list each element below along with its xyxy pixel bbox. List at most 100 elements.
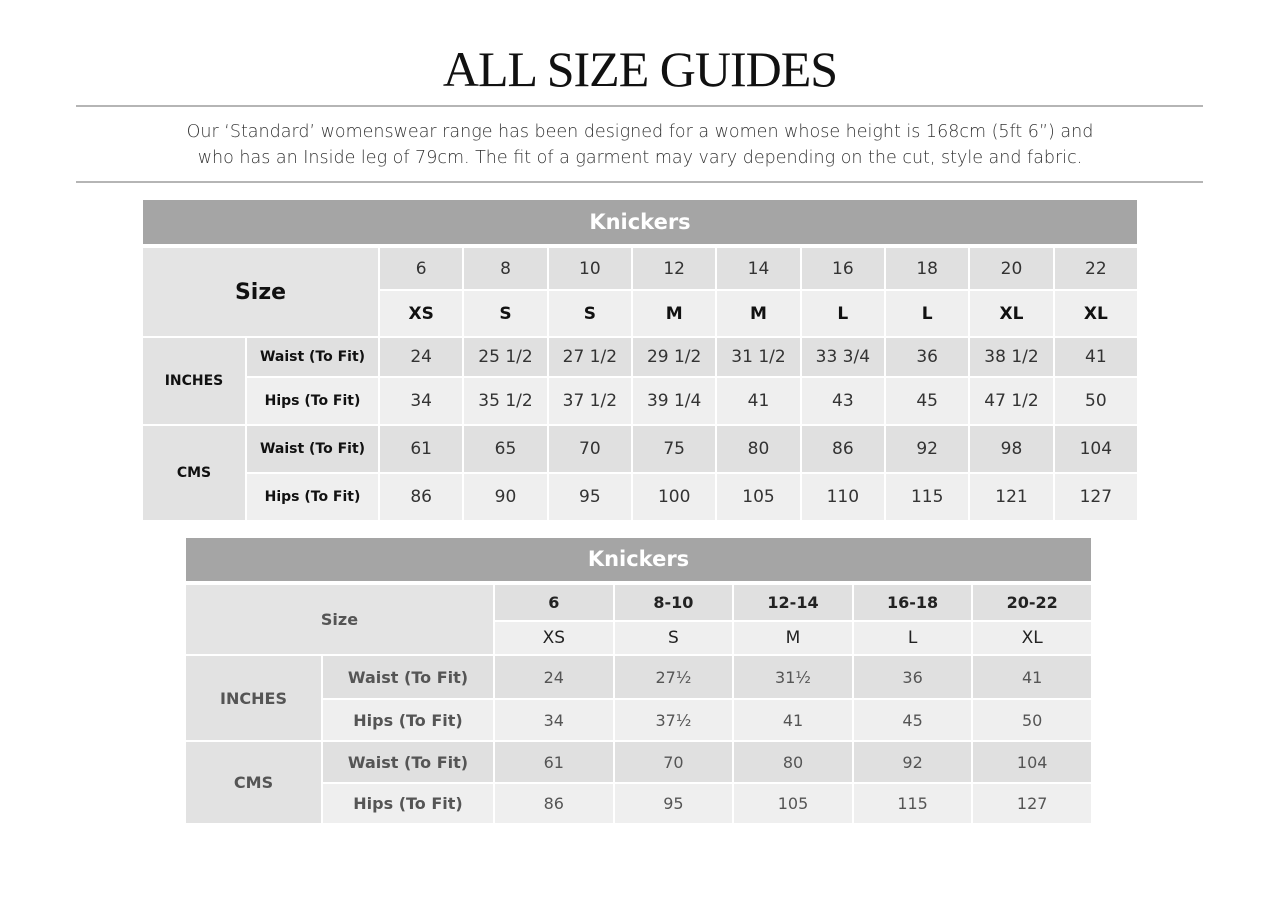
size-number: 12-14 (734, 585, 852, 620)
measurement-cell: 38 1/2 (970, 338, 1053, 376)
size-letter: XL (973, 622, 1091, 654)
size-number: 20 (970, 248, 1053, 289)
intro-line: who has an Inside leg of 79cm. The fit o… (197, 148, 1083, 168)
measurement-cell: 35 1/2 (464, 378, 547, 424)
measurement-cell: 43 (801, 378, 884, 424)
measurement-cell: 41 (717, 378, 800, 424)
measurement-cell: 31½ (734, 656, 852, 698)
measurement-cell: 34 (380, 378, 463, 424)
unit-group-label: INCHES (143, 338, 245, 424)
size-letter: M (717, 291, 800, 336)
size-number: 14 (717, 248, 800, 289)
size-number: 10 (548, 248, 631, 289)
size-number: 18 (886, 248, 969, 289)
page-title: ALL SIZE GUIDES (442, 41, 838, 97)
measurement-cell: 34 (495, 700, 613, 740)
size-number: 6 (495, 585, 613, 620)
size-letter: M (633, 291, 716, 336)
size-letter: XS (380, 291, 463, 336)
size-table-grouped: Knickers Size 6 8-10 12-14 16-18 20-22 XS S M L XL I… (186, 538, 1091, 823)
size-header: Size (143, 248, 378, 336)
size-number: 6 (380, 248, 463, 289)
measurement-cell: 50 (973, 700, 1091, 740)
measurement-cell: 70 (614, 742, 733, 782)
measurement-cell: 115 (886, 474, 969, 520)
measurement-cell: 92 (853, 742, 972, 782)
table-title: Knickers (186, 538, 1091, 581)
measurement-cell: 121 (970, 474, 1053, 520)
measurement-cell: 29 1/2 (633, 338, 716, 376)
size-number: 16-18 (853, 585, 972, 620)
measurement-cell: 39 1/4 (633, 378, 716, 424)
measurement-cell: 27½ (614, 656, 733, 698)
measurement-cell: 95 (614, 784, 733, 823)
intro-text: Our ‘Standard’ womenswear range has been… (0, 119, 1280, 171)
row-label: Waist (To Fit) (323, 742, 493, 782)
size-letter: XS (495, 622, 613, 654)
measurement-cell: 70 (548, 426, 631, 472)
measurement-cell: 86 (495, 784, 613, 823)
size-number: 8-10 (614, 585, 733, 620)
measurement-cell: 50 (1054, 378, 1137, 424)
table-title: Knickers (143, 200, 1137, 244)
size-letter: S (548, 291, 631, 336)
measurement-cell: 37 1/2 (548, 378, 631, 424)
row-label: Hips (To Fit) (247, 474, 378, 520)
divider (76, 105, 1203, 107)
size-number: 12 (633, 248, 716, 289)
measurement-cell: 25 1/2 (464, 338, 547, 376)
measurement-cell: 61 (380, 426, 463, 472)
measurement-cell: 98 (970, 426, 1053, 472)
size-letter: L (886, 291, 969, 336)
measurement-cell: 110 (801, 474, 884, 520)
divider (76, 181, 1203, 183)
size-letter: M (734, 622, 852, 654)
size-letter: XL (1054, 291, 1137, 336)
measurement-cell: 80 (717, 426, 800, 472)
row-label: Hips (To Fit) (323, 700, 493, 740)
row-label: Waist (To Fit) (323, 656, 493, 698)
measurement-cell: 45 (853, 700, 972, 740)
measurement-cell: 100 (633, 474, 716, 520)
size-letter: XL (970, 291, 1053, 336)
measurement-cell: 36 (886, 338, 969, 376)
size-table-detailed: Knickers Size 6 8 10 12 14 16 18 20 22 XS S S M M L L XL XL… (143, 200, 1137, 520)
measurement-cell: 115 (853, 784, 972, 823)
size-letter: S (464, 291, 547, 336)
measurement-cell: 105 (734, 784, 852, 823)
measurement-cell: 92 (886, 426, 969, 472)
size-letter: S (614, 622, 733, 654)
measurement-cell: 75 (633, 426, 716, 472)
measurement-cell: 80 (734, 742, 852, 782)
measurement-cell: 105 (717, 474, 800, 520)
measurement-cell: 24 (380, 338, 463, 376)
size-letter: L (801, 291, 884, 336)
measurement-cell: 61 (495, 742, 613, 782)
size-number: 22 (1054, 248, 1137, 289)
measurement-cell: 104 (1054, 426, 1137, 472)
measurement-cell: 41 (973, 656, 1091, 698)
measurement-cell: 45 (886, 378, 969, 424)
measurement-cell: 41 (734, 700, 852, 740)
measurement-cell: 36 (853, 656, 972, 698)
measurement-cell: 41 (1054, 338, 1137, 376)
measurement-cell: 65 (464, 426, 547, 472)
measurement-cell: 104 (973, 742, 1091, 782)
unit-group-label: CMS (143, 426, 245, 520)
measurement-cell: 27 1/2 (548, 338, 631, 376)
unit-group-label: INCHES (186, 656, 321, 740)
measurement-cell: 33 3/4 (801, 338, 884, 376)
row-label: Hips (To Fit) (247, 378, 378, 424)
measurement-cell: 95 (548, 474, 631, 520)
unit-group-label: CMS (186, 742, 321, 823)
measurement-cell: 37½ (614, 700, 733, 740)
size-number: 16 (801, 248, 884, 289)
row-label: Waist (To Fit) (247, 338, 378, 376)
row-label: Waist (To Fit) (247, 426, 378, 472)
measurement-cell: 24 (495, 656, 613, 698)
intro-line: Our ‘Standard’ womenswear range has been… (186, 122, 1094, 142)
row-label: Hips (To Fit) (323, 784, 493, 823)
size-letter: L (853, 622, 972, 654)
size-number: 8 (464, 248, 547, 289)
measurement-cell: 127 (1054, 474, 1137, 520)
